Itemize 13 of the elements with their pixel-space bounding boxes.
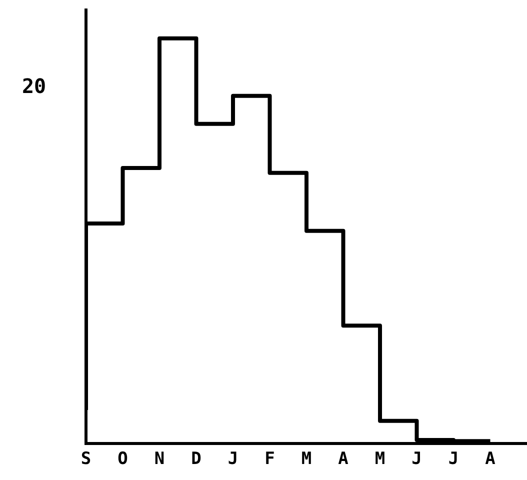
x-tick-label: M	[301, 449, 312, 470]
x-tick-label: S	[80, 449, 92, 470]
x-tick-label: O	[118, 449, 128, 470]
x-tick-label: J	[228, 449, 238, 470]
x-tick-label: N	[154, 449, 165, 470]
x-tick-label: D	[191, 449, 202, 470]
x-tick-label: J	[448, 449, 459, 470]
x-tick-label: J	[412, 449, 422, 470]
x-tick-label: A	[338, 449, 348, 470]
text: 20	[22, 74, 46, 98]
x-tick-label: A	[485, 449, 496, 470]
x-tick-label: M	[374, 449, 386, 470]
x-tick-label: F	[264, 449, 275, 470]
